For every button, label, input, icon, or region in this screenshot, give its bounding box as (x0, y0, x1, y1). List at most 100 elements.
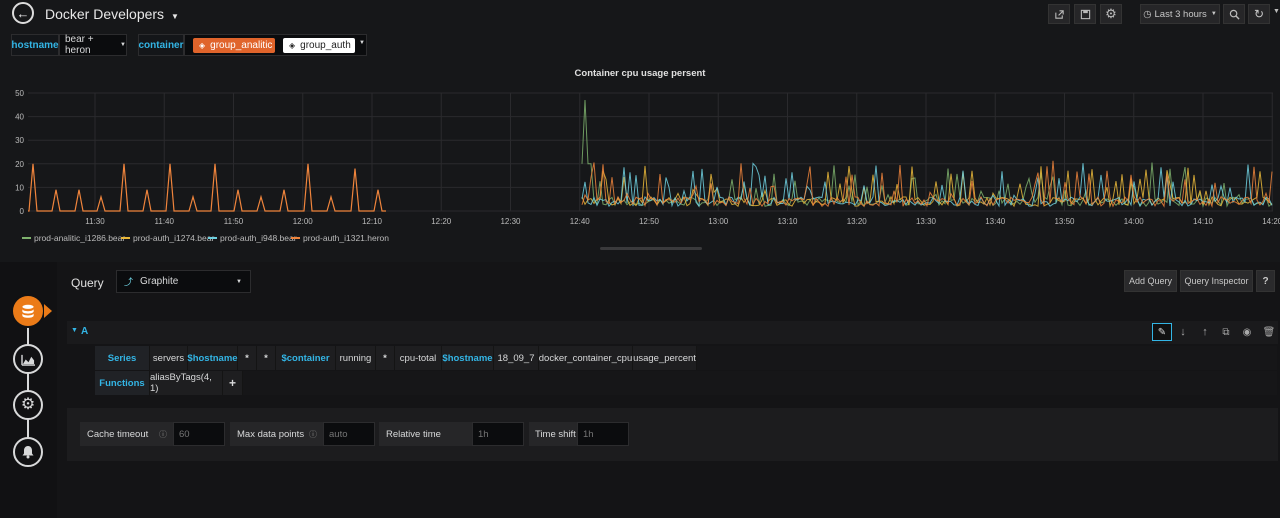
search-icon (1229, 9, 1240, 20)
bell-icon (22, 446, 34, 459)
cache-timeout-input[interactable] (173, 422, 225, 446)
series-segment[interactable]: usage_percent (633, 346, 697, 370)
relative-time-input[interactable] (472, 422, 524, 446)
sidebar-item-alert[interactable] (13, 437, 43, 467)
time-picker-button[interactable]: ◷ Last 3 hours ▼ (1140, 4, 1220, 24)
segment-text: 18_09_7 (497, 352, 535, 364)
series-label-text: Series (107, 352, 137, 364)
panel-resize-handle[interactable] (600, 247, 702, 250)
series-segment[interactable]: * (257, 346, 276, 370)
caret-down-icon: ▼ (170, 12, 179, 21)
save-dashboard-button[interactable] (1074, 4, 1096, 24)
functions-label-text: Functions (99, 377, 145, 389)
x-tick-label: 12:20 (431, 217, 452, 226)
legend-label: prod-auth_i948.bear (220, 233, 297, 243)
query-inspector-button[interactable]: Query Inspector (1180, 270, 1253, 292)
gear-icon: ⚙ (1105, 6, 1117, 21)
series-segment[interactable]: $hostname (442, 346, 494, 370)
tag-group-analitic[interactable]: ◈ group_analitic (193, 38, 275, 53)
datasource-name: Graphite (140, 276, 179, 287)
share-button[interactable] (1048, 4, 1070, 24)
hostname-variable-select[interactable]: bear + heron ▼ (59, 34, 127, 56)
y-tick-label: 20 (15, 160, 24, 169)
active-indicator-icon (44, 304, 52, 318)
series-segment[interactable]: docker_container_cpu (539, 346, 633, 370)
help-button[interactable]: ? (1256, 270, 1275, 292)
add-function-button[interactable]: + (223, 371, 243, 395)
legend-label: prod-auth_i1274.bear (133, 233, 215, 243)
tag-group-auth[interactable]: ◈ group_auth (283, 38, 355, 53)
settings-button[interactable]: ⚙ (1100, 4, 1122, 24)
segment-text: * (383, 352, 387, 364)
segment-text: * (264, 352, 268, 364)
query-options: Cache timeout ⓘ Max data points ⓘ Relati… (67, 408, 1278, 461)
add-query-button[interactable]: Add Query (1124, 270, 1177, 292)
graph-canvas[interactable]: 50 40 30 20 10 0 11:30 11:40 11:50 12:00 12:10 12:2… (0, 62, 1280, 254)
max-data-points-input[interactable] (323, 422, 375, 446)
info-icon[interactable]: ⓘ (309, 429, 317, 439)
x-tick-label: 12:50 (639, 217, 660, 226)
series-row: Series servers $hostname * * $container … (95, 346, 1277, 370)
datasource-picker[interactable]: ⤴ Graphite ▼ (116, 270, 251, 293)
container-variable-select[interactable]: ◈ group_analitic ◈ group_auth ▼ (184, 34, 367, 56)
series-segment[interactable]: $container (276, 346, 336, 370)
sidebar-item-general[interactable]: ⚙ (13, 390, 43, 420)
delete-query-button[interactable]: 🗑 (1259, 323, 1279, 341)
tag-label: group_analitic (210, 40, 273, 51)
option-label-text: Max data points (237, 428, 305, 440)
series-segment[interactable]: * (376, 346, 395, 370)
caret-down-icon: ▼ (236, 278, 242, 285)
time-shift-input[interactable] (577, 422, 629, 446)
move-up-button[interactable]: ↑ (1195, 323, 1215, 341)
legend-item-series-1[interactable]: prod-analitic_i1286.bear (22, 233, 125, 243)
query-title: Query (71, 276, 104, 290)
hostname-label-text: hostname (11, 39, 59, 51)
refresh-button[interactable]: ↻ (1248, 4, 1270, 24)
refresh-interval-caret[interactable]: ▼ (1273, 8, 1280, 15)
y-tick-label: 0 (20, 207, 25, 216)
back-button[interactable]: ← (12, 2, 34, 24)
series-segment[interactable]: * (238, 346, 257, 370)
sidebar-item-visualization[interactable] (13, 344, 43, 374)
move-down-button[interactable]: ↓ (1173, 323, 1193, 341)
panel-title[interactable]: Container cpu usage persent (574, 68, 706, 79)
function-chip[interactable]: aliasByTags(4, 1) (150, 371, 223, 395)
x-tick-label: 11:30 (85, 217, 105, 226)
dashboard-title-text: Docker Developers (45, 6, 165, 22)
arrow-left-icon: ← (16, 5, 30, 21)
legend-item-series-4[interactable]: prod-auth_i1321.heron (291, 233, 389, 243)
legend-item-series-2[interactable]: prod-auth_i1274.bear (121, 233, 214, 243)
editor-sidebar: ⚙ (0, 292, 57, 492)
x-tick-label: 14:00 (1124, 217, 1145, 226)
legend-label: prod-analitic_i1286.bear (34, 233, 126, 243)
edit-query-button[interactable]: ✎ (1152, 323, 1172, 341)
series-segment[interactable]: cpu-total (395, 346, 442, 370)
tag-label: group_auth (300, 40, 351, 51)
dashboard-title[interactable]: Docker Developers ▼ (45, 6, 179, 22)
series-segment[interactable]: running (336, 346, 376, 370)
duplicate-query-button[interactable]: ⧉ (1216, 323, 1236, 341)
sidebar-item-queries[interactable] (13, 296, 43, 326)
y-tick-label: 10 (15, 183, 24, 192)
y-tick-label: 40 (15, 113, 24, 122)
series-segment[interactable]: $hostname (187, 346, 238, 370)
info-icon[interactable]: ⓘ (159, 429, 167, 439)
area-chart-icon (20, 354, 35, 366)
legend-swatch (208, 237, 217, 239)
zoom-out-button[interactable] (1223, 4, 1245, 24)
series-label: Series (95, 346, 150, 370)
series-line-prod-auth-i1321-heron-early (28, 163, 386, 212)
segment-text: servers (152, 352, 185, 364)
legend-item-series-3[interactable]: prod-auth_i948.bear (208, 233, 297, 243)
eye-icon: ◉ (1242, 326, 1252, 338)
sidebar-connector-line (27, 312, 29, 452)
toggle-hide-button[interactable]: ◉ (1237, 323, 1257, 341)
segment-text: usage_percent (633, 352, 696, 364)
query-inspector-label: Query Inspector (1184, 276, 1249, 286)
collapse-caret-icon[interactable]: ▼ (71, 327, 78, 334)
x-tick-label: 13:20 (847, 217, 868, 226)
series-segment[interactable]: 18_09_7 (494, 346, 539, 370)
series-segment[interactable]: servers (150, 346, 188, 370)
query-ref-id[interactable]: A (81, 326, 89, 337)
caret-down-icon: ▼ (1210, 11, 1217, 17)
